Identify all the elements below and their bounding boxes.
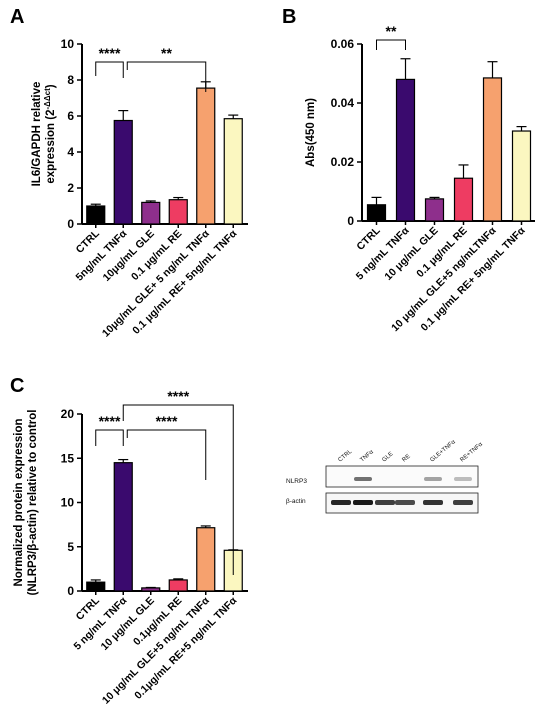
y-tick-label-c: 20: [61, 407, 75, 421]
bar-c: [141, 587, 161, 592]
blot-row-nlrp3: NLRP3: [286, 478, 307, 485]
blot-lane-label: CTRL: [337, 448, 353, 463]
y-tick-label-c: 15: [61, 451, 75, 465]
y-tick-label-a: 2: [67, 181, 74, 195]
y-axis-label-a: IL6/GAPDH relative expression (2-ΔΔct): [31, 82, 57, 187]
y-tick-label-c: 0: [67, 584, 74, 598]
significance-label-b: **: [386, 23, 397, 39]
y-tick-label-b: 0.04: [331, 96, 355, 110]
nlrp3-band: [354, 477, 372, 481]
y-tick-label-a: 8: [67, 73, 74, 87]
y-tick-label-c: 10: [61, 496, 75, 510]
significance-label-a: **: [161, 45, 172, 61]
significance-bracket-c: [122, 404, 234, 575]
beta-actin-band: [395, 500, 415, 505]
blot-lane-label: TNFα: [359, 449, 375, 464]
bar-a: [113, 119, 133, 225]
bar-c: [113, 462, 133, 592]
y-tick-label-c: 5: [67, 540, 74, 554]
significance-bracket-c: [126, 429, 207, 480]
bar-b: [395, 78, 416, 222]
y-tick-label-a: 0: [67, 217, 74, 231]
western-blot: CTRL TNFα GLE RE GLE+TNFα RE+TNFα NLRP3 β-act…: [286, 439, 484, 514]
blot-bands: [331, 477, 473, 505]
significance-label-c: ****: [167, 388, 189, 404]
bar-c: [196, 527, 216, 592]
bar-a: [196, 87, 216, 225]
y-tick-label-b: 0.02: [331, 155, 355, 169]
nlrp3-band: [424, 477, 442, 481]
beta-actin-band: [331, 500, 351, 505]
y-tick-label-a: 10: [61, 37, 75, 51]
bar-a: [168, 199, 188, 225]
beta-actin-band: [353, 500, 373, 505]
nlrp3-band: [454, 477, 472, 481]
bar-b: [366, 204, 387, 222]
bar-a: [141, 201, 161, 225]
blot-lane-label: RE+TNFα: [459, 441, 484, 463]
bar-b: [511, 130, 532, 222]
beta-actin-band: [423, 500, 443, 505]
bar-c: [168, 579, 188, 592]
y-tick-label-b: 0: [347, 214, 354, 228]
significance-bracket-a: [95, 61, 124, 78]
significance-label-a: ****: [99, 45, 121, 61]
significance-bracket-c: [95, 429, 124, 446]
panel-label-b: B: [282, 6, 296, 28]
significance-label-c: ****: [99, 413, 121, 429]
y-axis-label-b: Abs(450 nm): [305, 98, 317, 167]
y-tick-label-b: 0.06: [331, 37, 355, 51]
significance-label-c: ****: [156, 413, 178, 429]
bar-b: [453, 177, 474, 222]
panel-label-c: C: [10, 375, 24, 397]
blot-lane-label: GLE+TNFα: [429, 439, 457, 464]
beta-actin-band: [375, 500, 395, 505]
y-axis-label-c: Normalized protein expression (NLRP3/β-ac…: [13, 410, 39, 596]
significance-bracket-a: [126, 61, 207, 92]
blot-lane-label: GLE: [381, 451, 394, 463]
beta-actin-band: [453, 500, 473, 505]
blot-row-beta-actin: β-actin: [286, 498, 306, 505]
blot-nlrp3-box: [325, 465, 479, 488]
significance-bracket-b: [376, 39, 406, 50]
bar-c: [86, 581, 106, 592]
y-tick-label-a: 4: [67, 145, 74, 159]
bar-a: [223, 118, 243, 225]
panel-label-a: A: [10, 6, 24, 28]
bar-b: [482, 77, 503, 222]
bar-b: [424, 198, 445, 222]
blot-lane-label: RE: [401, 454, 411, 464]
y-tick-label-a: 6: [67, 109, 74, 123]
blot-lane-labels: CTRL TNFα GLE RE GLE+TNFα RE+TNFα: [337, 439, 484, 464]
bar-a: [86, 205, 106, 225]
